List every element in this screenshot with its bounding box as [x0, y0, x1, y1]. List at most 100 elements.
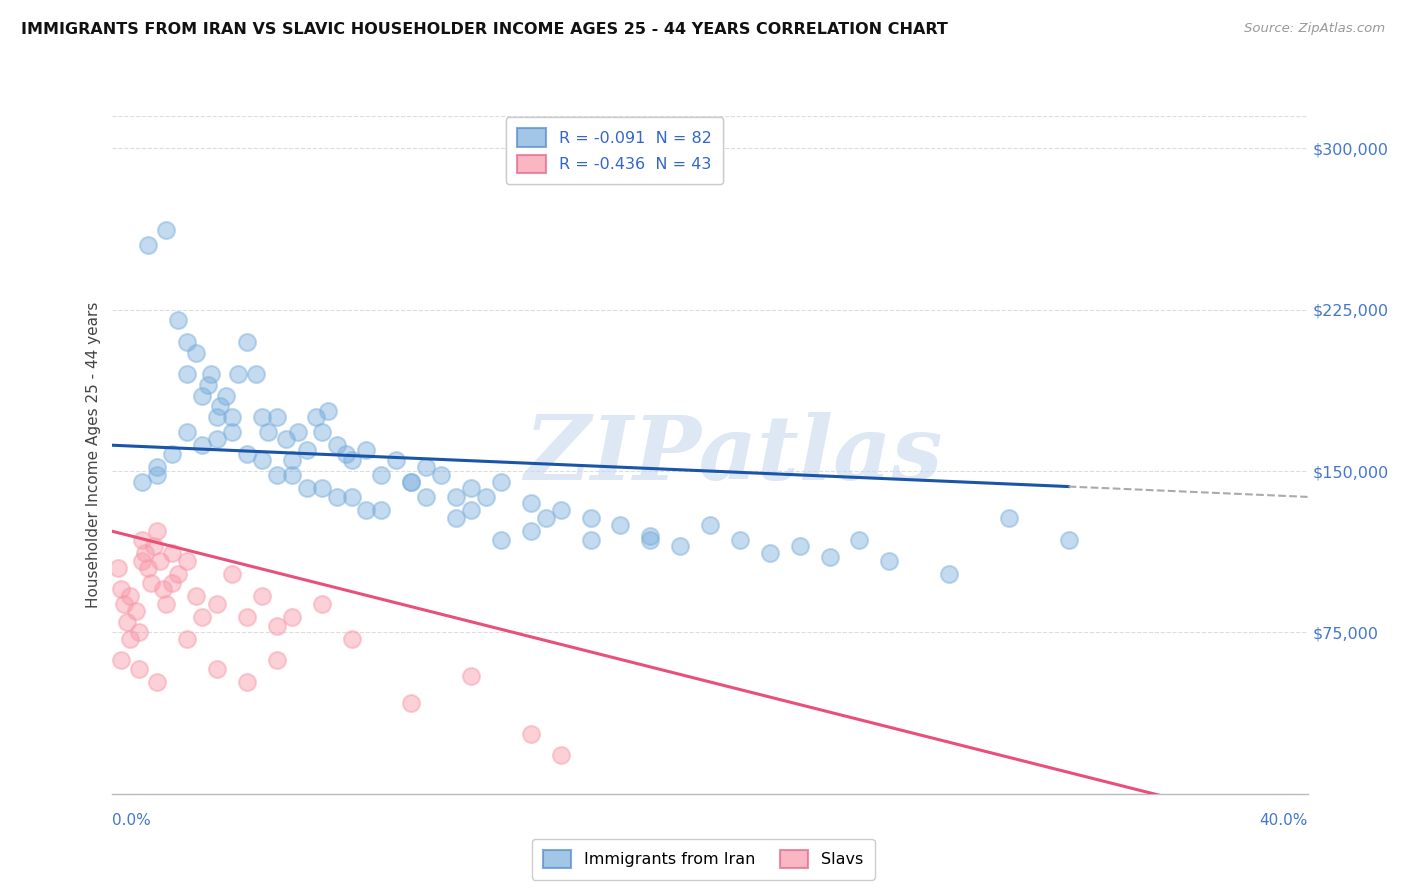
- Point: [215, 389, 238, 403]
- Point: [266, 410, 288, 425]
- Point: [335, 447, 357, 461]
- Point: [146, 459, 169, 474]
- Point: [191, 438, 214, 452]
- Point: [205, 432, 228, 446]
- Point: [340, 490, 363, 504]
- Point: [236, 447, 259, 461]
- Y-axis label: Householder Income Ages 25 - 44 years: Householder Income Ages 25 - 44 years: [86, 301, 101, 608]
- Point: [205, 662, 228, 676]
- Point: [316, 404, 339, 418]
- Point: [489, 475, 512, 489]
- Point: [257, 425, 280, 440]
- Point: [149, 554, 172, 568]
- Point: [250, 453, 273, 467]
- Point: [340, 453, 363, 467]
- Text: IMMIGRANTS FROM IRAN VS SLAVIC HOUSEHOLDER INCOME AGES 25 - 44 YEARS CORRELATION: IMMIGRANTS FROM IRAN VS SLAVIC HOUSEHOLD…: [21, 22, 948, 37]
- Point: [325, 490, 347, 504]
- Point: [162, 576, 183, 591]
- Point: [146, 524, 169, 539]
- Point: [356, 442, 378, 457]
- Point: [385, 453, 408, 467]
- Point: [221, 425, 243, 440]
- Point: [609, 517, 631, 532]
- Point: [475, 490, 498, 504]
- Point: [226, 368, 249, 382]
- Point: [107, 561, 129, 575]
- Point: [401, 697, 423, 711]
- Point: [877, 554, 900, 568]
- Point: [295, 481, 318, 495]
- Point: [110, 582, 132, 597]
- Point: [236, 334, 259, 349]
- Point: [117, 615, 139, 629]
- Point: [155, 598, 177, 612]
- Point: [236, 610, 259, 624]
- Point: [579, 533, 602, 547]
- Point: [266, 468, 288, 483]
- Text: 40.0%: 40.0%: [1260, 814, 1308, 828]
- Point: [245, 368, 267, 382]
- Point: [176, 368, 198, 382]
- Point: [186, 345, 208, 359]
- Point: [1057, 533, 1080, 547]
- Point: [155, 223, 177, 237]
- Point: [200, 368, 222, 382]
- Point: [167, 567, 190, 582]
- Point: [138, 238, 160, 252]
- Point: [274, 432, 297, 446]
- Point: [287, 425, 309, 440]
- Point: [125, 604, 148, 618]
- Point: [221, 410, 243, 425]
- Legend: R = -0.091  N = 82, R = -0.436  N = 43: R = -0.091 N = 82, R = -0.436 N = 43: [506, 117, 723, 185]
- Point: [295, 442, 318, 457]
- Point: [250, 410, 273, 425]
- Point: [176, 334, 198, 349]
- Point: [128, 662, 150, 676]
- Point: [176, 425, 198, 440]
- Point: [120, 632, 142, 646]
- Point: [938, 567, 960, 582]
- Point: [191, 610, 214, 624]
- Point: [401, 475, 423, 489]
- Point: [120, 589, 142, 603]
- Text: ZIPatlas: ZIPatlas: [526, 412, 942, 498]
- Point: [340, 632, 363, 646]
- Point: [131, 533, 153, 547]
- Point: [520, 524, 543, 539]
- Point: [191, 389, 214, 403]
- Point: [141, 576, 163, 591]
- Point: [638, 528, 662, 542]
- Point: [460, 481, 482, 495]
- Point: [146, 468, 169, 483]
- Point: [415, 490, 437, 504]
- Point: [167, 313, 190, 327]
- Point: [534, 511, 557, 525]
- Point: [998, 511, 1021, 525]
- Point: [699, 517, 721, 532]
- Point: [460, 503, 482, 517]
- Point: [311, 598, 333, 612]
- Point: [205, 410, 228, 425]
- Point: [250, 589, 273, 603]
- Point: [550, 503, 572, 517]
- Point: [236, 675, 259, 690]
- Point: [131, 475, 153, 489]
- Point: [759, 546, 782, 560]
- Point: [444, 490, 467, 504]
- Point: [266, 619, 288, 633]
- Point: [370, 468, 392, 483]
- Point: [550, 748, 572, 763]
- Point: [818, 550, 841, 565]
- Point: [311, 481, 333, 495]
- Point: [281, 468, 304, 483]
- Point: [146, 675, 169, 690]
- Point: [669, 540, 692, 554]
- Point: [176, 632, 198, 646]
- Legend: Immigrants from Iran, Slavs: Immigrants from Iran, Slavs: [531, 838, 875, 880]
- Point: [728, 533, 751, 547]
- Point: [520, 726, 543, 740]
- Point: [266, 653, 288, 667]
- Point: [176, 554, 198, 568]
- Point: [415, 459, 437, 474]
- Point: [789, 540, 811, 554]
